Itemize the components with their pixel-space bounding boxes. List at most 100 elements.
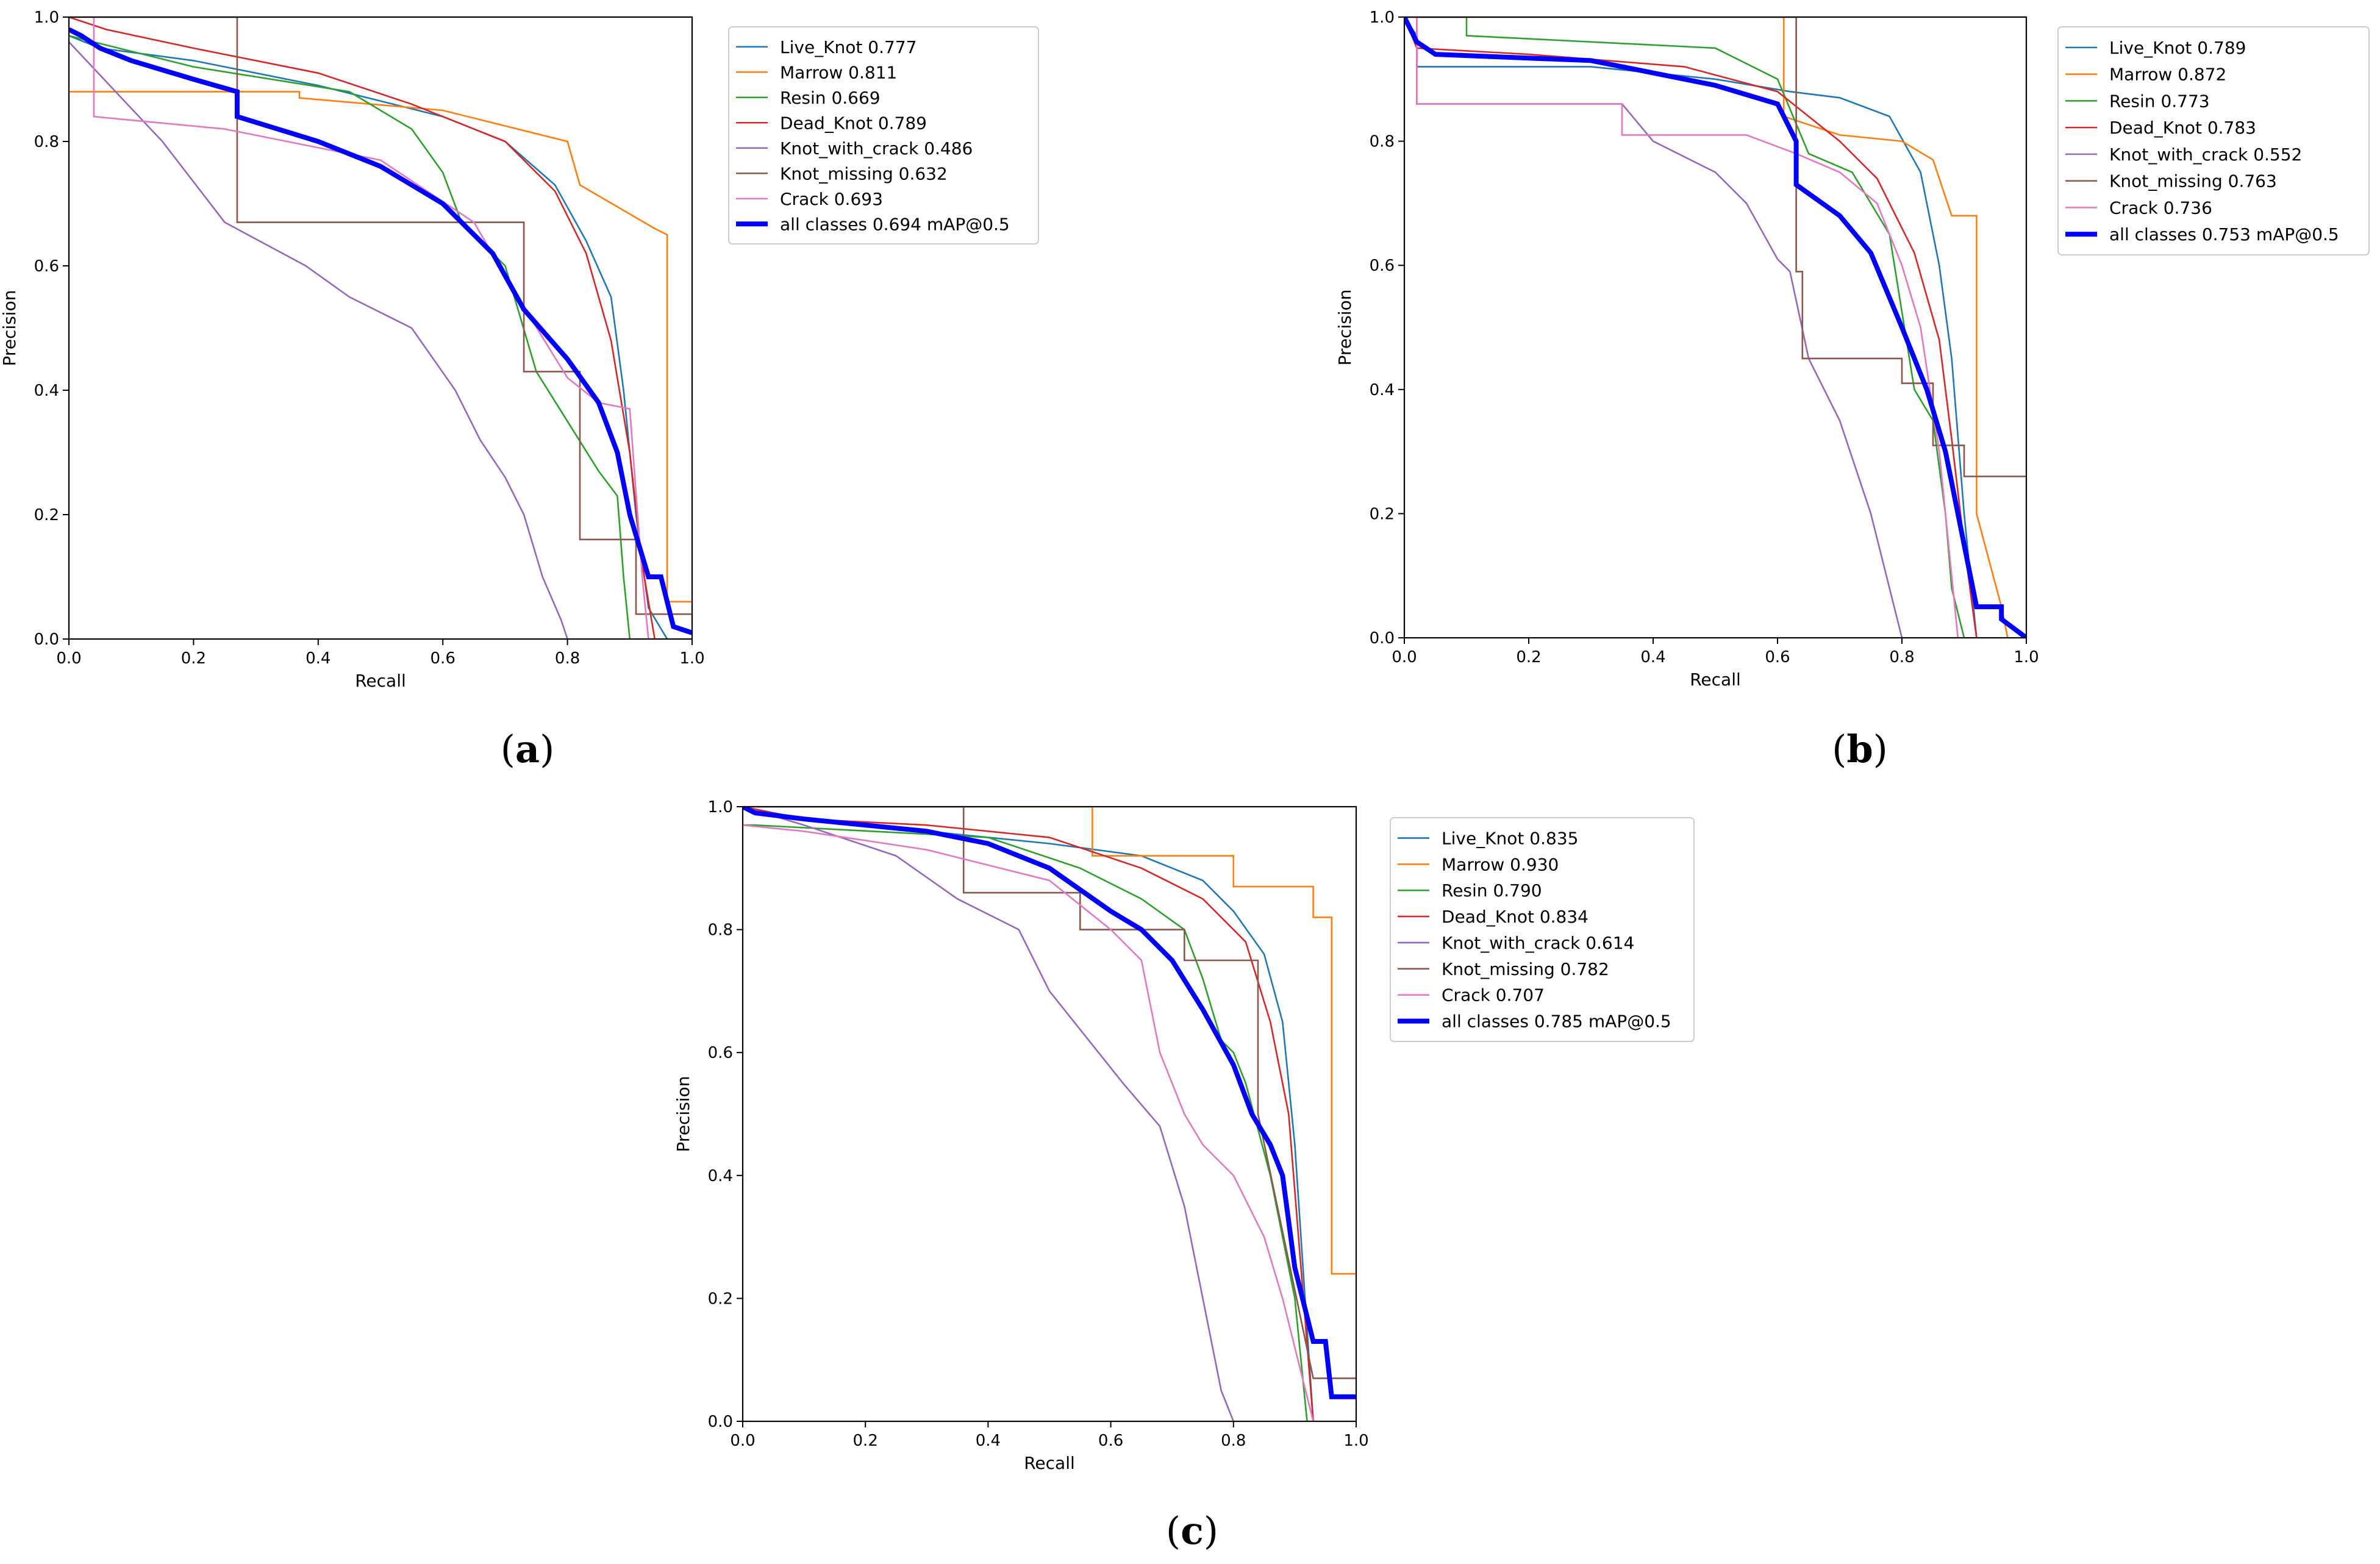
legend-entry: Knot_missing 0.763 [2109, 171, 2277, 191]
panel-caption: (a) [501, 727, 555, 771]
legend-box [2057, 26, 2370, 255]
y-tick-label: 0.2 [34, 506, 59, 524]
legend-entry: Resin 0.773 [2109, 91, 2210, 111]
series-line-all [743, 807, 1356, 1399]
legend-entry: Dead_Knot 0.783 [2109, 118, 2256, 138]
series-lines [69, 17, 692, 639]
series-line-dead-knot [1404, 17, 1978, 638]
x-axis-label: Recall [1690, 670, 1741, 690]
legend-entry: Crack 0.693 [780, 189, 883, 209]
y-tick-label: 0.8 [34, 133, 59, 151]
legend-entry: Knot_missing 0.632 [780, 163, 948, 184]
axes-frame [1403, 16, 2028, 639]
legend-entry: Knot_missing 0.782 [1442, 959, 1609, 979]
x-tick-label: 1.0 [2014, 648, 2039, 666]
legend-entry: Crack 0.736 [2109, 198, 2212, 218]
legend-entry: all classes 0.785 mAP@0.5 [1442, 1012, 1671, 1032]
axes-frame [68, 16, 693, 640]
series-lines [743, 807, 1356, 1421]
y-tick-label: 0.0 [708, 1413, 733, 1431]
y-tick-label: 0.8 [1370, 133, 1395, 151]
legend-entry: Live_Knot 0.789 [2109, 38, 2246, 58]
y-tick-label: 0.6 [1370, 257, 1395, 275]
legend-entry: Knot_with_crack 0.552 [2109, 145, 2302, 165]
legend-entry: Marrow 0.872 [2109, 65, 2226, 85]
x-tick-label: 0.0 [730, 1432, 755, 1450]
y-tick-label: 0.4 [34, 382, 59, 400]
x-tick-label: 0.6 [1098, 1432, 1123, 1450]
series-line-crack [69, 17, 649, 639]
y-axis-label: Precision [673, 1076, 693, 1152]
legend: Live_Knot 0.777 Marrow 0.811 Resin 0.669 De… [728, 26, 1039, 245]
y-tick-label: 0.6 [34, 257, 59, 276]
x-tick-label: 0.8 [1221, 1432, 1246, 1450]
x-tick-label: 0.6 [1765, 648, 1790, 666]
x-tick-label: 0.4 [306, 649, 331, 668]
series-line-resin [743, 824, 1308, 1421]
x-tick-label: 0.2 [853, 1432, 878, 1450]
panel-caption: (c) [1166, 1509, 1218, 1553]
legend-entry: Knot_with_crack 0.614 [1442, 933, 1634, 953]
legend-entry: Marrow 0.811 [780, 62, 897, 82]
legend-entry: Dead_Knot 0.834 [1442, 907, 1588, 927]
chart-panel-b: 0.0 0.2 0.4 0.6 0.8 1.0 0.0 0.2 0.4 0.6 0.8 1.0 Reca… [1335, 9, 2370, 771]
legend-box [1390, 817, 1695, 1042]
x-tick-label: 0.8 [1889, 648, 1914, 666]
series-line-live-knot [1404, 17, 1978, 638]
x-tick-label: 0.0 [1392, 648, 1417, 666]
legend-box [728, 26, 1039, 245]
x-tick-label: 0.2 [181, 649, 206, 668]
series-line-knot-with-crack [69, 41, 568, 639]
y-tick-label: 0.6 [708, 1044, 733, 1062]
y-tick-label: 0.0 [34, 630, 59, 649]
y-tick-label: 0.4 [708, 1167, 733, 1185]
axes-frame [742, 805, 1357, 1423]
series-line-knot-missing [69, 17, 692, 615]
legend-entry: Resin 0.790 [1442, 880, 1542, 901]
series-line-marrow [69, 91, 692, 603]
legend-entry: Marrow 0.930 [1442, 854, 1559, 874]
series-line-resin [1404, 17, 1965, 638]
legend-entry: Live_Knot 0.777 [780, 37, 917, 57]
y-axis-label: Precision [1335, 290, 1355, 366]
legend: Live_Knot 0.835 Marrow 0.930 Resin 0.790 De… [1390, 817, 1695, 1042]
legend-entry: Dead_Knot 0.789 [780, 113, 927, 133]
x-tick-label: 1.0 [679, 649, 704, 668]
series-line-all [1404, 17, 2026, 638]
x-tick-label: 0.4 [1640, 648, 1665, 666]
legend-entry: all classes 0.694 mAP@0.5 [780, 214, 1010, 234]
series-line-marrow [1404, 17, 2009, 638]
x-tick-label: 0.4 [976, 1432, 1001, 1450]
series-line-crack [1404, 17, 1959, 638]
x-tick-label: 0.2 [1516, 648, 1541, 666]
series-line-live-knot [743, 807, 1314, 1421]
series-line-knot-with-crack [1404, 17, 1903, 638]
legend-entry: all classes 0.753 mAP@0.5 [2109, 224, 2339, 245]
y-tick-label: 0.0 [1370, 629, 1395, 648]
legend-entry: Crack 0.707 [1442, 985, 1545, 1005]
y-tick-label: 0.4 [1370, 381, 1395, 399]
series-line-live-knot [69, 35, 668, 639]
legend-entry: Knot_with_crack 0.486 [780, 138, 973, 159]
y-tick-label: 1.0 [708, 798, 733, 816]
panel-caption: (b) [1832, 727, 1888, 771]
series-line-knot-with-crack [743, 807, 1235, 1421]
series-line-dead-knot [743, 807, 1314, 1421]
series-line-crack [743, 824, 1314, 1421]
y-tick-label: 1.0 [1370, 9, 1395, 27]
y-axis-label: Precision [0, 290, 20, 366]
series-line-dead-knot [69, 17, 656, 639]
x-tick-label: 0.8 [555, 649, 580, 668]
chart-panel-a: 0.0 0.2 0.4 0.6 0.8 1.0 0.0 0.2 0.4 0.6 0.8 1.0 Reca… [0, 9, 1039, 771]
y-tick-label: 0.2 [708, 1290, 733, 1308]
y-tick-label: 0.8 [708, 921, 733, 940]
legend-entry: Live_Knot 0.835 [1442, 828, 1578, 848]
x-tick-label: 1.0 [1343, 1432, 1368, 1450]
x-axis-label: Recall [1024, 1453, 1075, 1473]
series-line-all [69, 27, 692, 635]
series-line-knot-missing [1404, 17, 2026, 477]
y-tick-label: 1.0 [34, 9, 59, 27]
legend-entry: Resin 0.669 [780, 88, 881, 108]
x-tick-label: 0.0 [56, 649, 81, 668]
